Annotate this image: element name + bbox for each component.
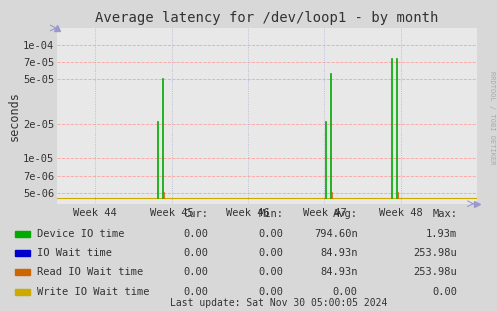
Text: Read IO Wait time: Read IO Wait time bbox=[37, 267, 144, 277]
Text: 0.00: 0.00 bbox=[184, 248, 209, 258]
Text: 0.00: 0.00 bbox=[184, 287, 209, 297]
Text: 253.98u: 253.98u bbox=[414, 248, 457, 258]
FancyBboxPatch shape bbox=[15, 269, 30, 275]
Text: 794.60n: 794.60n bbox=[314, 229, 358, 239]
Text: 0.00: 0.00 bbox=[258, 229, 283, 239]
Text: IO Wait time: IO Wait time bbox=[37, 248, 112, 258]
Text: 0.00: 0.00 bbox=[258, 248, 283, 258]
Text: Write IO Wait time: Write IO Wait time bbox=[37, 287, 150, 297]
Text: RRDTOOL / TOBI OETIKER: RRDTOOL / TOBI OETIKER bbox=[489, 72, 495, 165]
Text: 0.00: 0.00 bbox=[184, 267, 209, 277]
FancyBboxPatch shape bbox=[15, 289, 30, 295]
Text: 84.93n: 84.93n bbox=[321, 267, 358, 277]
Text: 0.00: 0.00 bbox=[258, 287, 283, 297]
FancyBboxPatch shape bbox=[15, 231, 30, 237]
FancyBboxPatch shape bbox=[15, 250, 30, 256]
Text: 253.98u: 253.98u bbox=[414, 267, 457, 277]
Text: Avg:: Avg: bbox=[333, 209, 358, 220]
Title: Average latency for /dev/loop1 - by month: Average latency for /dev/loop1 - by mont… bbox=[95, 12, 439, 26]
Text: 0.00: 0.00 bbox=[184, 229, 209, 239]
Text: 84.93n: 84.93n bbox=[321, 248, 358, 258]
Y-axis label: seconds: seconds bbox=[7, 91, 20, 141]
Text: 1.93m: 1.93m bbox=[426, 229, 457, 239]
Text: Min:: Min: bbox=[258, 209, 283, 220]
Text: 0.00: 0.00 bbox=[258, 267, 283, 277]
Text: Last update: Sat Nov 30 05:00:05 2024: Last update: Sat Nov 30 05:00:05 2024 bbox=[169, 299, 387, 309]
Text: 0.00: 0.00 bbox=[432, 287, 457, 297]
Text: Cur:: Cur: bbox=[184, 209, 209, 220]
Text: Device IO time: Device IO time bbox=[37, 229, 125, 239]
Text: Max:: Max: bbox=[432, 209, 457, 220]
Text: 0.00: 0.00 bbox=[333, 287, 358, 297]
